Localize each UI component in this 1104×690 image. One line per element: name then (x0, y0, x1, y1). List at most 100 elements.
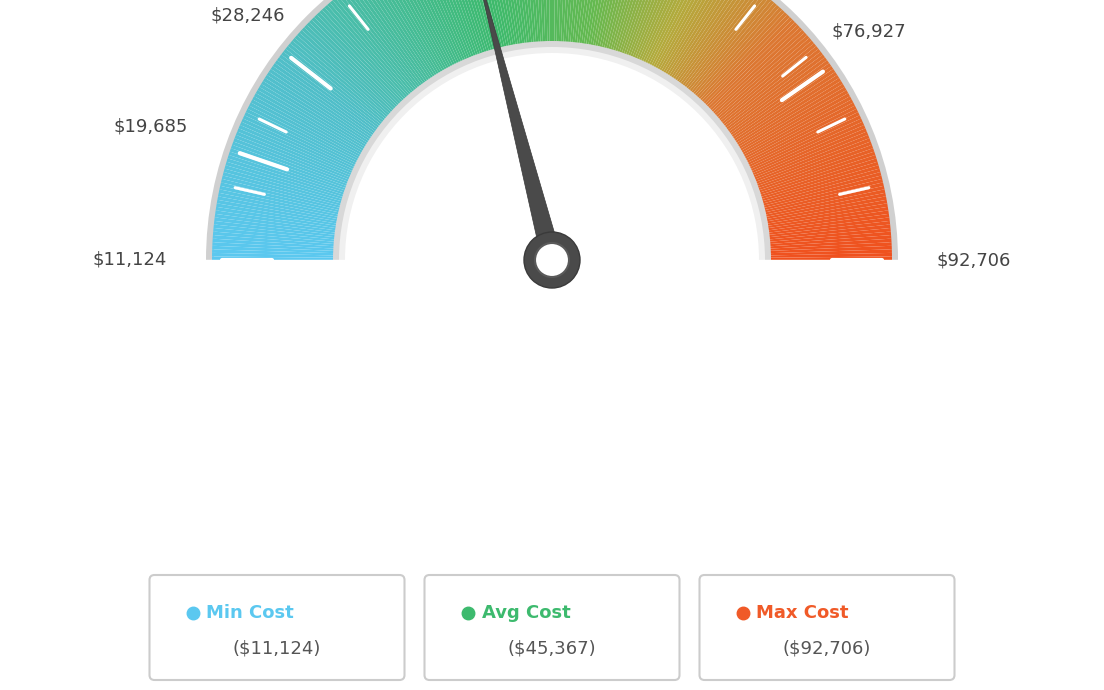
Wedge shape (694, 5, 779, 100)
Wedge shape (691, 0, 774, 97)
Text: Max Cost: Max Cost (756, 604, 849, 622)
Wedge shape (394, 0, 455, 70)
Wedge shape (680, 0, 757, 89)
Wedge shape (747, 119, 862, 172)
Wedge shape (583, 0, 605, 48)
Wedge shape (297, 32, 392, 118)
Wedge shape (232, 141, 350, 187)
Wedge shape (618, 0, 660, 56)
Wedge shape (701, 14, 789, 106)
Wedge shape (373, 0, 440, 77)
Wedge shape (612, 0, 650, 55)
Wedge shape (762, 182, 884, 213)
Wedge shape (221, 179, 343, 211)
Wedge shape (488, 0, 514, 49)
Wedge shape (499, 0, 521, 48)
Wedge shape (247, 106, 360, 164)
Wedge shape (656, 0, 719, 72)
Wedge shape (224, 168, 344, 204)
Wedge shape (299, 30, 394, 116)
Wedge shape (590, 0, 616, 49)
Wedge shape (332, 0, 415, 96)
Wedge shape (212, 242, 338, 251)
Wedge shape (716, 41, 814, 123)
Wedge shape (379, 0, 445, 75)
Wedge shape (696, 8, 782, 101)
Wedge shape (437, 0, 481, 58)
Wedge shape (538, 0, 545, 45)
Wedge shape (718, 43, 816, 125)
Wedge shape (421, 0, 470, 62)
Wedge shape (752, 135, 870, 183)
Wedge shape (317, 12, 405, 105)
Wedge shape (767, 246, 892, 253)
Wedge shape (698, 10, 785, 103)
Wedge shape (513, 0, 530, 46)
Wedge shape (736, 84, 845, 150)
Wedge shape (330, 0, 413, 97)
Wedge shape (220, 186, 342, 215)
Wedge shape (226, 158, 347, 198)
Wedge shape (234, 135, 352, 183)
Wedge shape (259, 84, 368, 150)
Wedge shape (754, 145, 873, 189)
Wedge shape (614, 0, 654, 55)
Wedge shape (585, 0, 608, 48)
Wedge shape (683, 0, 763, 92)
Wedge shape (744, 109, 858, 166)
Wedge shape (236, 132, 353, 181)
Wedge shape (295, 35, 391, 119)
Text: ($92,706): ($92,706) (783, 640, 871, 658)
Wedge shape (370, 0, 438, 79)
Wedge shape (216, 204, 340, 226)
Wedge shape (751, 132, 868, 181)
Wedge shape (225, 161, 347, 200)
Wedge shape (714, 38, 811, 121)
Wedge shape (277, 57, 380, 134)
Wedge shape (440, 0, 484, 57)
Text: $28,246: $28,246 (210, 7, 285, 25)
Wedge shape (658, 0, 722, 74)
Wedge shape (629, 0, 677, 60)
Wedge shape (581, 0, 602, 48)
Wedge shape (661, 0, 729, 76)
Wedge shape (457, 0, 495, 54)
Wedge shape (554, 0, 559, 45)
Wedge shape (424, 0, 473, 61)
FancyBboxPatch shape (700, 575, 955, 680)
Wedge shape (609, 0, 647, 54)
Wedge shape (309, 19, 400, 110)
Wedge shape (215, 207, 340, 228)
Wedge shape (481, 0, 510, 50)
Wedge shape (623, 0, 667, 58)
Wedge shape (454, 0, 492, 55)
Wedge shape (762, 186, 884, 215)
Wedge shape (671, 0, 743, 82)
Text: $19,685: $19,685 (114, 118, 188, 136)
Wedge shape (755, 148, 874, 191)
Wedge shape (631, 0, 680, 61)
Wedge shape (745, 112, 860, 168)
Wedge shape (713, 35, 809, 119)
Wedge shape (213, 228, 338, 242)
Wedge shape (766, 232, 891, 244)
Wedge shape (649, 0, 710, 70)
Text: $92,706: $92,706 (937, 251, 1011, 269)
Wedge shape (556, 0, 563, 45)
Wedge shape (761, 179, 883, 211)
Wedge shape (692, 3, 777, 99)
Wedge shape (224, 165, 346, 202)
Wedge shape (242, 119, 357, 172)
Wedge shape (327, 3, 412, 99)
Wedge shape (464, 0, 499, 52)
Wedge shape (506, 0, 526, 47)
Wedge shape (726, 60, 829, 135)
Wedge shape (704, 19, 795, 110)
Wedge shape (723, 55, 825, 132)
Wedge shape (620, 0, 664, 57)
Wedge shape (592, 0, 619, 49)
Wedge shape (215, 210, 339, 231)
Wedge shape (763, 193, 887, 219)
Wedge shape (352, 0, 427, 86)
Wedge shape (724, 57, 827, 134)
